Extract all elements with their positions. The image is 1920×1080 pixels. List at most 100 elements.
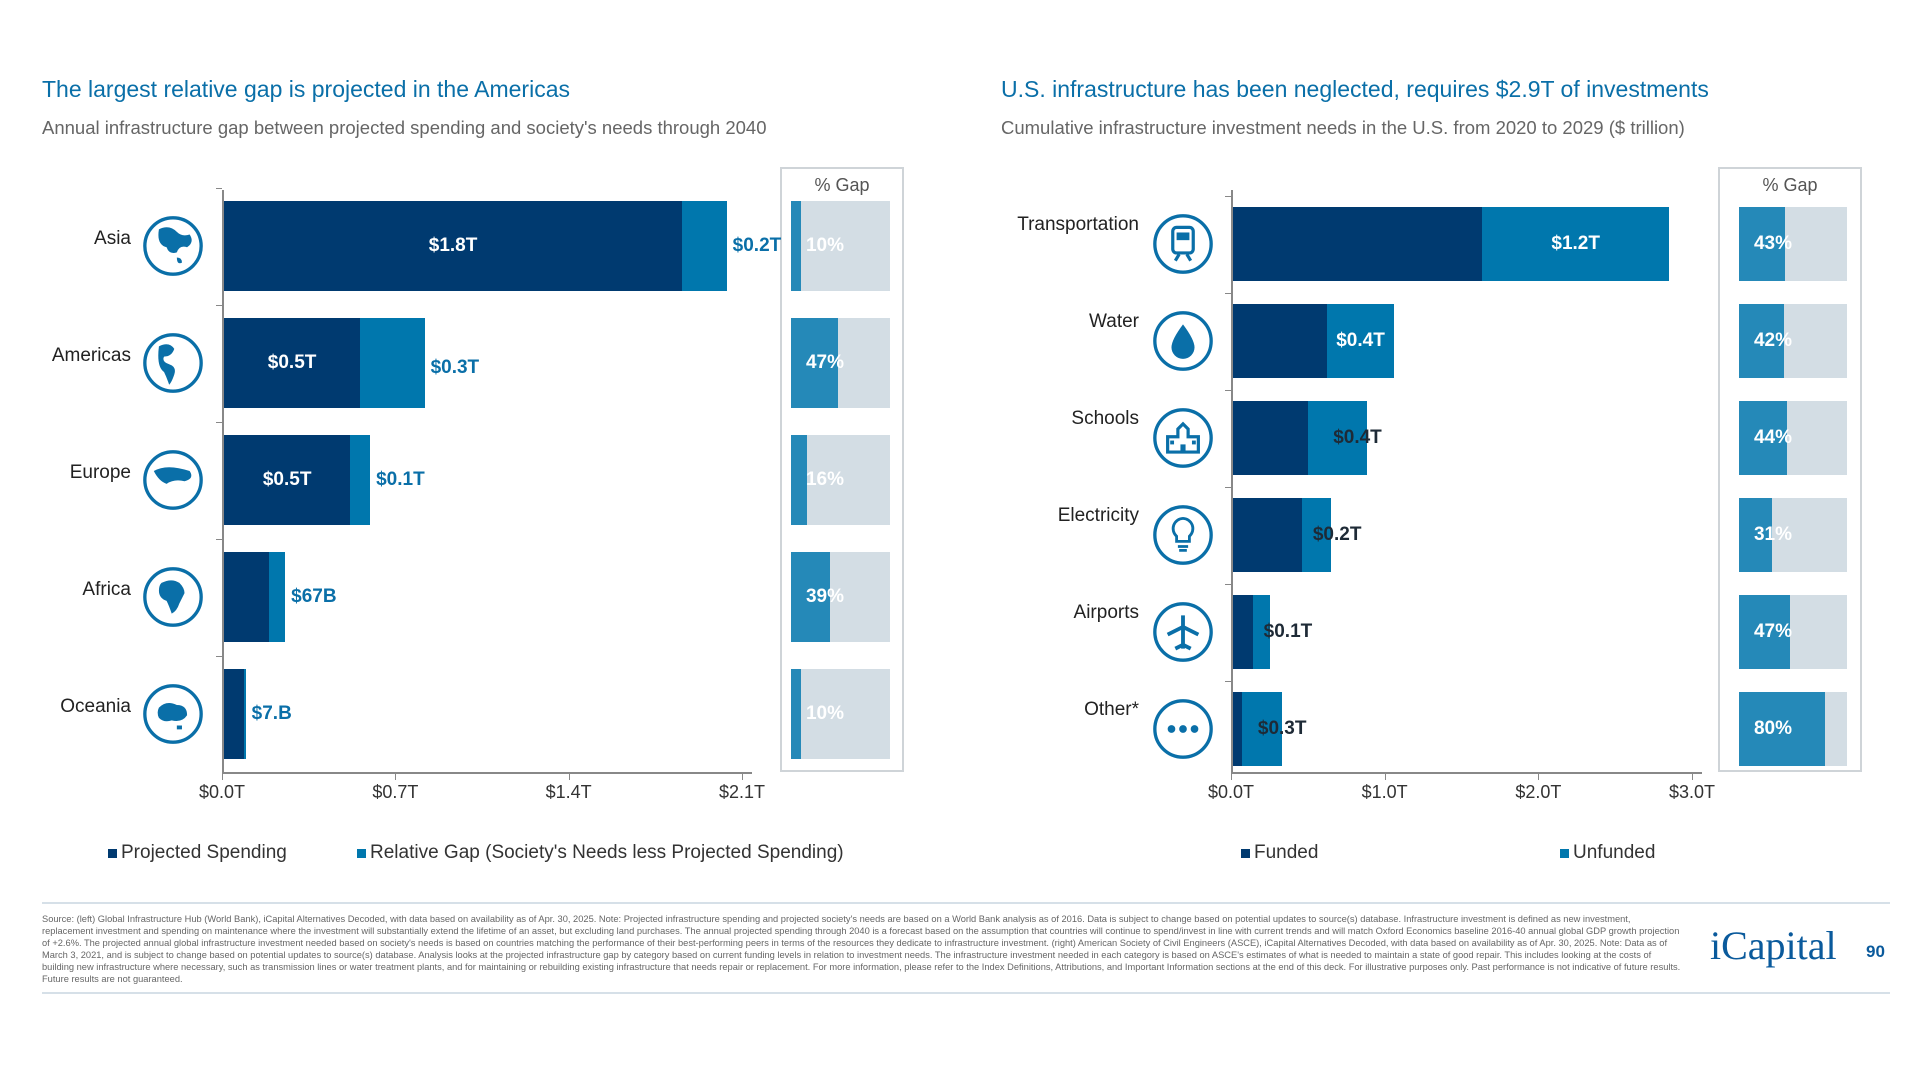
- x-tick-label: $2.0T: [1515, 782, 1562, 802]
- gap-pct-fill: [1739, 595, 1790, 669]
- gap-panel: % Gap: [780, 167, 904, 772]
- gap-pct-label: 47%: [1753, 621, 1793, 642]
- gap-pct-fill: [1739, 498, 1773, 572]
- x-tick-mark: [1231, 772, 1232, 780]
- gap-pct-fill: [791, 201, 801, 291]
- train-icon: [1151, 212, 1215, 276]
- page-number: 90: [1866, 942, 1885, 961]
- bar-unfunded: [1481, 207, 1670, 281]
- legend-label: Funded: [1254, 842, 1319, 863]
- unfunded-value-label: $0.4T: [1333, 427, 1382, 448]
- footer-divider-top: [42, 902, 1890, 904]
- category-label: Schools: [1071, 408, 1139, 429]
- gap-pct-label: 10%: [805, 703, 845, 724]
- x-tick-label: $1.4T: [545, 782, 592, 802]
- legend-swatch: [357, 848, 366, 858]
- x-tick-mark: [568, 772, 570, 780]
- y-tick-mark: [1225, 583, 1231, 585]
- bar-unfunded: [1308, 401, 1367, 475]
- bar-projected: [224, 318, 361, 408]
- school-building-icon: [1151, 406, 1215, 470]
- category-label: Europe: [69, 462, 131, 483]
- x-tick-label: $1.0T: [1361, 782, 1408, 802]
- airplane-icon: [1151, 600, 1215, 664]
- gap-pct-label: 10%: [805, 235, 845, 256]
- unfunded-value-label: $0.1T: [1263, 621, 1313, 642]
- gap-pct-label: 47%: [805, 352, 845, 373]
- legend-swatch: [1241, 848, 1250, 858]
- bar-projected: [224, 435, 351, 525]
- category-label: Oceania: [60, 696, 131, 717]
- x-tick-label: $0.0T: [198, 782, 246, 802]
- gap-pct-fill: [791, 669, 801, 759]
- gap-pct-track: [791, 201, 890, 291]
- y-axis-line: [1231, 190, 1233, 772]
- unfunded-value-label: $0.3T: [1257, 718, 1307, 739]
- gap-pct-label: 16%: [805, 469, 845, 490]
- x-tick-mark: [222, 772, 223, 780]
- gap-value-label: $0.3T: [430, 357, 480, 378]
- gap-pct-fill: [1739, 401, 1787, 475]
- chart-title: The largest relative gap is projected in…: [42, 76, 570, 102]
- bar-unfunded: [1302, 498, 1332, 572]
- legend-item: Relative Gap (Society's Needs less Proje…: [357, 842, 844, 864]
- globe-oceania-icon: [141, 682, 205, 746]
- x-tick-mark: [395, 772, 397, 780]
- projected-value-label: $1.8T: [428, 235, 478, 256]
- bar-funded: [1233, 498, 1303, 572]
- projected-value-label: $0.5T: [262, 469, 312, 490]
- legend-item: Unfunded: [1560, 842, 1655, 864]
- legend-label: Projected Spending: [121, 842, 287, 863]
- legend-item: Funded: [1241, 842, 1318, 864]
- globe-asia-icon: [141, 214, 205, 278]
- gap-pct-track: [791, 669, 890, 759]
- x-tick-label: $3.0T: [1668, 782, 1716, 802]
- gap-pct-fill: [1739, 304, 1785, 378]
- gap-pct-label: 42%: [1753, 330, 1793, 351]
- y-tick-mark: [216, 187, 222, 189]
- lightbulb-icon: [1151, 503, 1215, 567]
- globe-africa-icon: [141, 565, 205, 629]
- legend-item: Projected Spending: [108, 842, 287, 864]
- x-tick-mark: [1384, 772, 1386, 780]
- unfunded-value-label: $1.2T: [1551, 233, 1600, 254]
- gap-pct-fill: [1739, 692, 1826, 766]
- y-tick-mark: [1225, 389, 1231, 391]
- legend-swatch: [1560, 848, 1569, 858]
- gap-panel-header: % Gap: [1762, 175, 1818, 195]
- gap-pct-fill: [1739, 207, 1786, 281]
- x-tick-mark: [742, 772, 743, 780]
- chart-subtitle: Cumulative infrastructure investment nee…: [1001, 117, 1685, 138]
- unfunded-value-label: $0.4T: [1336, 330, 1385, 351]
- x-tick-mark: [1692, 772, 1693, 780]
- x-tick-label: $0.7T: [372, 782, 419, 802]
- y-tick-mark: [216, 655, 222, 657]
- bar-relative: [360, 318, 425, 408]
- y-axis-line: [222, 190, 224, 772]
- category-label: Water: [1089, 311, 1139, 332]
- legend-label: Relative Gap (Society's Needs less Proje…: [370, 842, 844, 863]
- gap-pct-label: 80%: [1753, 718, 1793, 739]
- gap-pct-fill: [791, 318, 838, 408]
- category-label: Africa: [82, 579, 131, 600]
- y-tick-mark: [216, 538, 222, 540]
- bar-unfunded: [1326, 304, 1395, 378]
- category-label: Electricity: [1057, 505, 1139, 526]
- category-label: Other*: [1084, 699, 1139, 720]
- globe-americas-icon: [141, 331, 205, 395]
- gap-pct-track: [791, 435, 890, 525]
- bar-relative: [350, 435, 371, 525]
- gap-pct-label: 31%: [1753, 524, 1793, 545]
- category-label: Transportation: [1017, 214, 1139, 235]
- bar-relative: [243, 669, 246, 759]
- bar-funded: [1233, 595, 1253, 669]
- gap-pct-fill: [791, 435, 807, 525]
- gap-pct-label: 43%: [1753, 233, 1793, 254]
- category-label: Asia: [94, 228, 131, 249]
- footer-divider-bottom: [42, 992, 1890, 994]
- icapital-logo: iCapital: [1710, 923, 1837, 968]
- x-tick-label: $2.1T: [718, 782, 766, 802]
- bar-relative: [268, 552, 286, 642]
- globe-europe-icon: [141, 448, 205, 512]
- y-tick-mark: [1225, 486, 1231, 488]
